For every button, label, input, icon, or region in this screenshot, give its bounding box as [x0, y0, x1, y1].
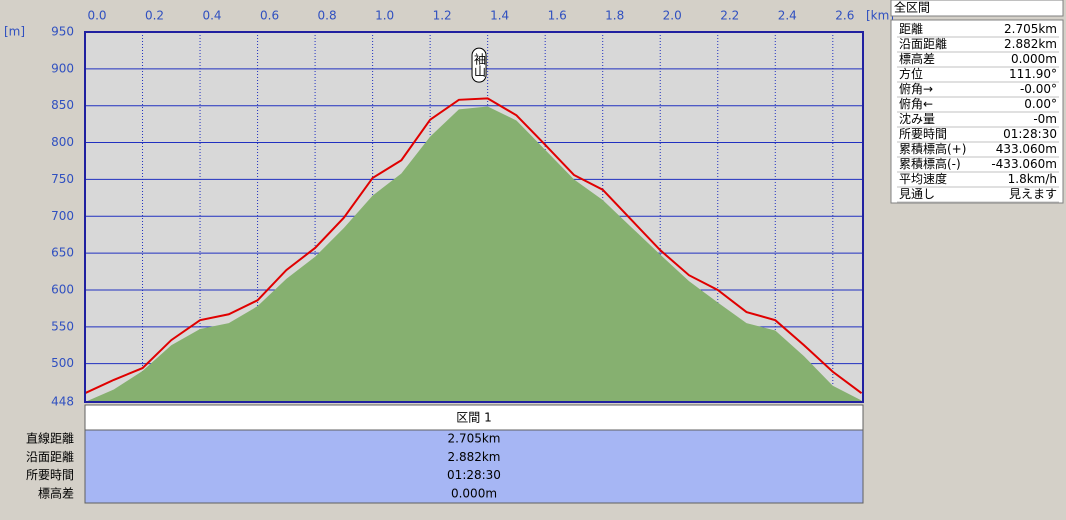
plot-border	[84, 31, 864, 403]
x-tick-label: 2.4	[778, 9, 797, 23]
summary-label: 平均速度	[899, 171, 947, 186]
section-row-value: 2.705km	[448, 432, 501, 446]
x-tick-label: 1.0	[375, 9, 394, 23]
summary-value: 1.8km/h	[1008, 172, 1057, 186]
section-row-label: 所要時間	[26, 468, 74, 482]
annotation: 袖山	[473, 52, 487, 77]
y-tick-label: 448	[51, 395, 74, 409]
y-tick-label: 700	[51, 209, 74, 223]
y-axis-label: [m]	[4, 25, 25, 39]
x-tick-label: 1.8	[605, 9, 624, 23]
summary-label: 方位	[899, 66, 923, 81]
section-row-label: 直線距離	[26, 431, 74, 446]
section-header: 区間 1	[456, 411, 491, 425]
x-tick-label: 0.6	[260, 9, 279, 23]
summary-value: -0.00°	[1020, 82, 1057, 96]
summary-label: 見通し	[899, 187, 935, 201]
summary-value: -0m	[1033, 112, 1057, 126]
y-tick-label: 900	[51, 61, 74, 75]
y-tick-label: 650	[51, 246, 74, 260]
terrain-area	[85, 106, 862, 402]
summary-title: 全区間	[894, 0, 930, 15]
summary-value: 111.90°	[1009, 67, 1057, 81]
x-tick-label: 1.4	[490, 9, 509, 23]
y-tick-label: 800	[51, 135, 74, 149]
x-tick-label: 1.6	[548, 9, 567, 23]
summary-value: -433.060m	[991, 157, 1057, 171]
summary-title-bg	[890, 0, 1064, 17]
section-row-label: 沿面距離	[26, 450, 74, 464]
summary-value: 01:28:30	[1003, 127, 1057, 141]
x-tick-label: 2.6	[835, 9, 854, 23]
x-tick-label: 2.2	[720, 9, 739, 23]
annotation-box	[471, 47, 487, 83]
x-tick-label: 0.0	[87, 9, 106, 23]
section-row-value: 2.882km	[448, 450, 501, 464]
summary-label: 俯角→	[899, 81, 933, 96]
summary-label: 標高差	[899, 51, 935, 66]
summary-label: 累積標高(-)	[899, 156, 961, 171]
x-tick-label: 1.2	[433, 9, 452, 23]
y-tick-label: 750	[51, 172, 74, 186]
x-tick-label: 2.0	[663, 9, 682, 23]
section-row-value: 0.000m	[451, 486, 497, 500]
section-body-bg	[84, 429, 864, 504]
y-tick-label: 600	[51, 282, 74, 296]
summary-value: 433.060m	[996, 142, 1057, 156]
section-row-value: 01:28:30	[447, 468, 501, 482]
y-tick-label: 950	[51, 25, 74, 39]
x-tick-label: 0.2	[145, 9, 164, 23]
summary-value: 2.882km	[1004, 37, 1057, 51]
summary-value: 2.705km	[1004, 22, 1057, 36]
y-tick-label: 550	[51, 319, 74, 333]
summary-value: 0.00°	[1024, 97, 1057, 111]
summary-label: 所要時間	[899, 127, 947, 141]
x-tick-label: 0.8	[318, 9, 337, 23]
summary-label: 沈み量	[899, 111, 935, 126]
y-tick-label: 500	[51, 356, 74, 370]
x-tick-label: 0.4	[202, 9, 221, 23]
section-row-label: 標高差	[38, 485, 74, 500]
summary-label: 距離	[899, 22, 923, 36]
summary-value: 見えます	[1009, 187, 1057, 201]
summary-label: 俯角←	[899, 96, 933, 111]
summary-label: 累積標高(+)	[899, 141, 966, 156]
y-tick-label: 850	[51, 98, 74, 112]
summary-label: 沿面距離	[899, 37, 947, 51]
summary-value: 0.000m	[1011, 52, 1057, 66]
route-line	[84, 97, 863, 395]
x-axis-label: [km]	[866, 9, 894, 23]
